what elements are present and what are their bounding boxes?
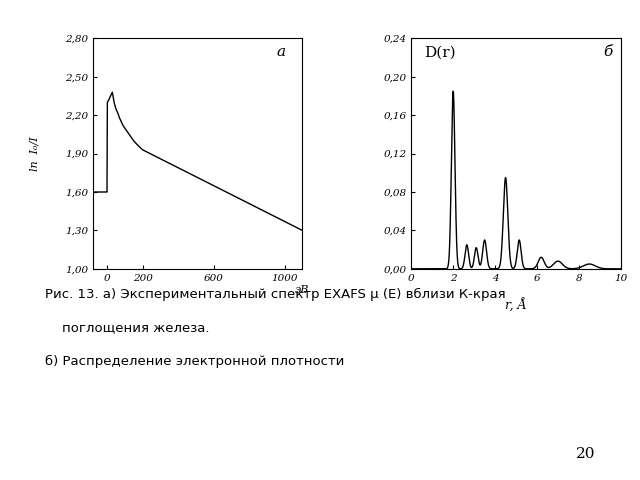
- Text: а: а: [276, 45, 285, 60]
- Text: D(r): D(r): [424, 45, 456, 60]
- Text: б) Распределение электронной плотности: б) Распределение электронной плотности: [45, 355, 344, 368]
- Text: эВ: эВ: [295, 285, 310, 295]
- Text: 20: 20: [576, 447, 595, 461]
- Text: r, Å: r, Å: [505, 299, 527, 313]
- Text: поглощения железа.: поглощения железа.: [45, 322, 209, 335]
- Text: Рис. 13. а) Экспериментальный спектр EXAFS μ (Е) вблизи К-края: Рис. 13. а) Экспериментальный спектр EXA…: [45, 288, 506, 301]
- Text: ln  I₀/I: ln I₀/I: [29, 136, 39, 171]
- Text: б: б: [603, 45, 612, 60]
